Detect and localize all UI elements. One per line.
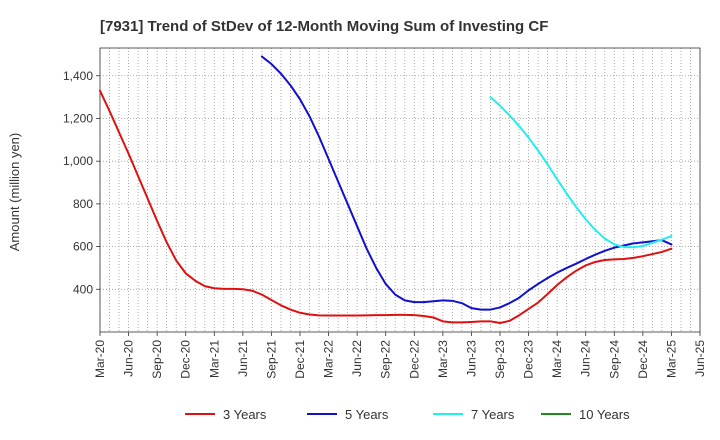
x-tick-label: Dec-21	[293, 340, 307, 379]
x-tick-label: Sep-23	[493, 340, 507, 379]
y-axis-label: Amount (million yen)	[7, 133, 22, 252]
legend-label-10-years: 10 Years	[579, 407, 630, 422]
x-tick-label: Dec-24	[636, 340, 650, 379]
x-tick-label: Mar-22	[322, 340, 336, 378]
x-tick-label: Jun-21	[236, 340, 250, 377]
legend-label-5-years: 5 Years	[345, 407, 389, 422]
x-tick-label: Mar-21	[207, 340, 221, 378]
x-tick-label: Mar-24	[550, 340, 564, 378]
x-tick-label: Sep-21	[264, 340, 278, 379]
x-tick-label: Jun-20	[122, 340, 136, 377]
grid	[99, 48, 701, 332]
y-tick-label: 1,000	[63, 154, 93, 168]
legend: 3 Years 5 Years 7 Years 10 Years	[185, 407, 630, 422]
y-tick-label: 600	[73, 240, 93, 254]
legend-label-7-years: 7 Years	[471, 407, 515, 422]
x-tick-label: Dec-20	[179, 340, 193, 379]
legend-label-3-years: 3 Years	[223, 407, 267, 422]
x-tick-label: Jun-25	[693, 340, 707, 377]
y-tick-label: 1,400	[63, 69, 93, 83]
plot-frame	[99, 47, 701, 333]
series-lines	[99, 55, 673, 325]
y-axis-ticks: 400 600 800 1,000 1,200 1,400	[63, 69, 100, 296]
y-tick-label: 800	[73, 197, 93, 211]
series-line-3-years	[99, 89, 673, 325]
x-tick-label: Sep-24	[607, 340, 621, 379]
chart-title: [7931] Trend of StDev of 12-Month Moving…	[100, 18, 548, 35]
x-tick-label: Mar-23	[436, 340, 450, 378]
x-tick-label: Jun-23	[464, 340, 478, 377]
x-tick-label: Sep-20	[150, 340, 164, 379]
y-tick-label: 400	[73, 282, 93, 296]
x-tick-label: Mar-20	[93, 340, 107, 378]
plot-area-border	[99, 47, 701, 333]
y-tick-label: 1,200	[63, 111, 93, 125]
x-tick-label: Dec-23	[522, 340, 536, 379]
x-tick-label: Mar-25	[664, 340, 678, 378]
series-line-5-years	[260, 55, 673, 311]
x-tick-label: Sep-22	[379, 340, 393, 379]
x-tick-label: Dec-22	[407, 340, 421, 379]
x-tick-label: Jun-22	[350, 340, 364, 377]
x-tick-label: Jun-24	[579, 340, 593, 377]
series-line-7-years	[489, 96, 673, 249]
x-axis-ticks: Mar-20 Jun-20 Sep-20 Dec-20 Mar-21 Jun-21 Sep-…	[93, 332, 707, 379]
